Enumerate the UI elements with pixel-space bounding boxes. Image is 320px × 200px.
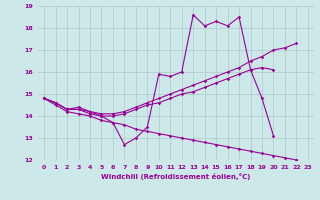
X-axis label: Windchill (Refroidissement éolien,°C): Windchill (Refroidissement éolien,°C) xyxy=(101,173,251,180)
